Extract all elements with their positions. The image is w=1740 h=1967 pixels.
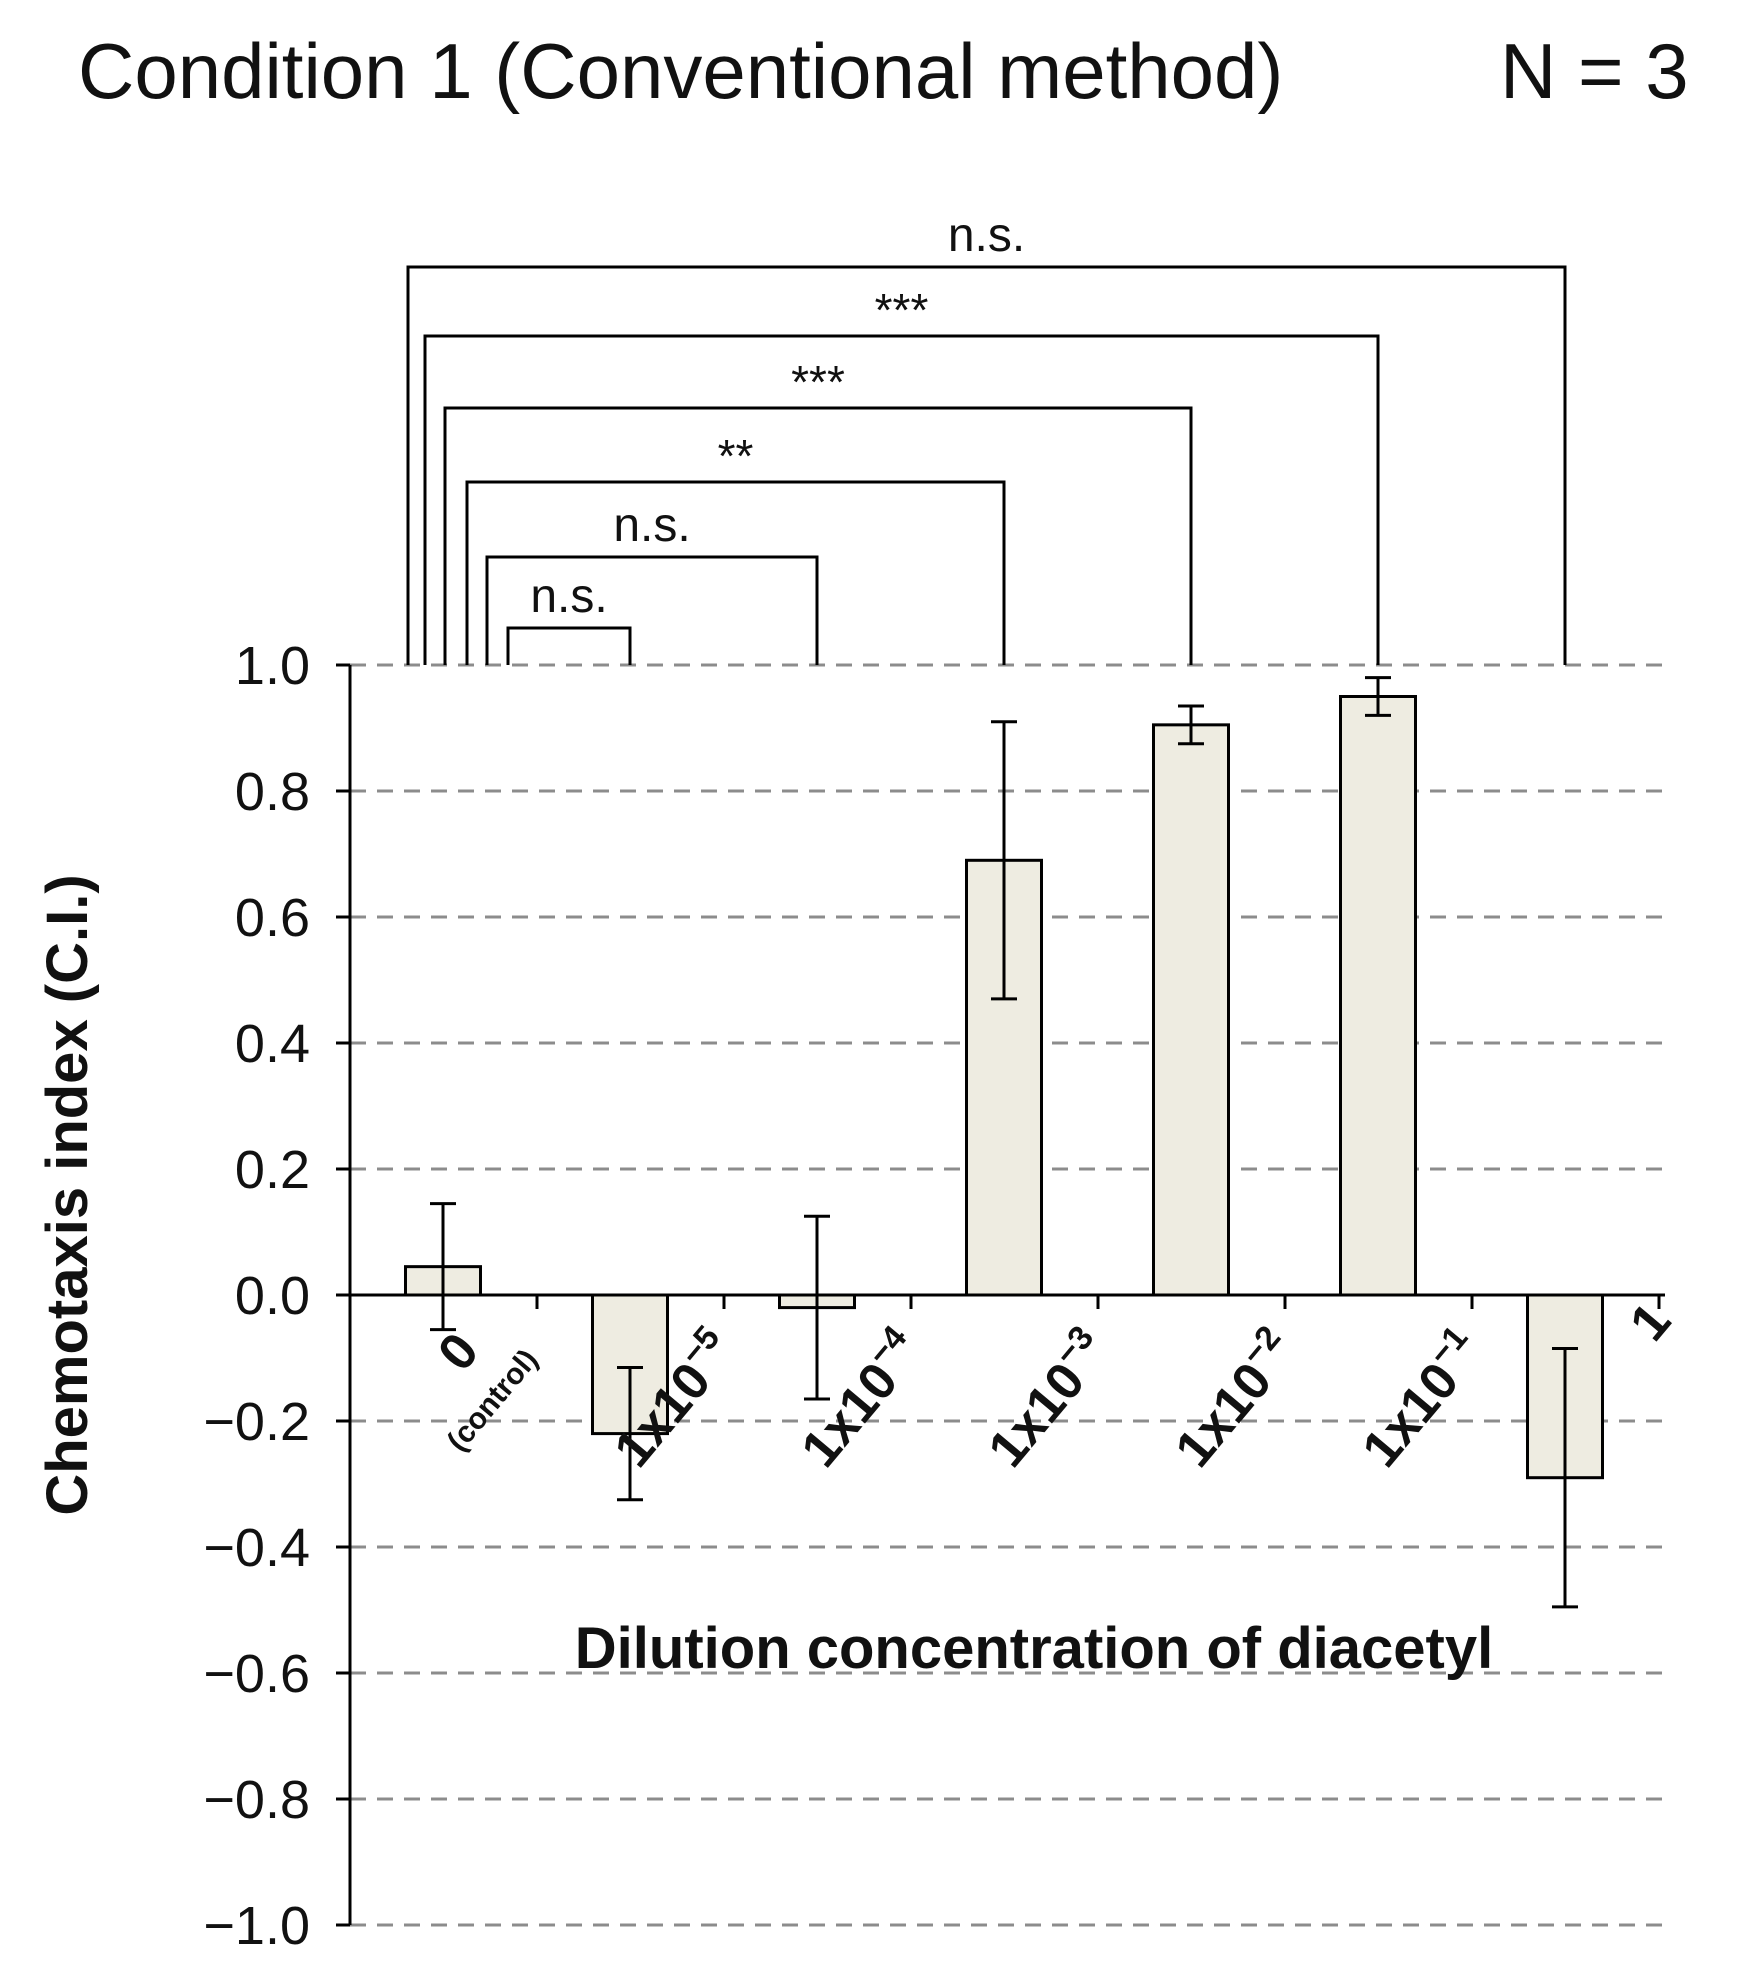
y-tick-label: 0.0	[235, 1266, 310, 1326]
x-category-label: 1	[1619, 1292, 1682, 1351]
y-tick-label: −0.4	[203, 1518, 310, 1578]
y-tick-labels: 1.0 0.8 0.6 0.4 0.2 0.0 −0.2 −0.4 −0.6 −0.8 −1.0	[203, 636, 310, 1956]
significance-label: **	[718, 430, 754, 482]
bar	[1152, 723, 1230, 1297]
significance-label: n.s.	[530, 570, 607, 623]
x-category-label: 0	[427, 1322, 490, 1381]
y-tick-label: −1.0	[203, 1896, 310, 1956]
significance-label: ***	[875, 284, 929, 336]
x-category-label: 1x10−2	[1160, 1319, 1308, 1478]
significance-bracket	[485, 555, 819, 665]
x-category-label: 1x10−1	[1347, 1319, 1495, 1478]
error-bars	[430, 676, 1578, 1609]
significance-label: n.s.	[948, 209, 1025, 262]
y-tick-label: 1.0	[235, 636, 310, 696]
chart-title: Condition 1 (Conventional method)	[78, 27, 1283, 115]
y-tick-label: 0.4	[235, 1014, 310, 1074]
y-tick-label: 0.8	[235, 762, 310, 822]
significance-bracket	[506, 626, 632, 665]
x-category-label: 1x10−3	[973, 1319, 1121, 1478]
significance-label: n.s.	[613, 499, 690, 552]
y-axis-label: Chemotaxis index (C.I.)	[35, 874, 100, 1515]
y-tick-label: −0.2	[203, 1392, 310, 1452]
y-tick-label: 0.2	[235, 1140, 310, 1200]
significance-bracket	[465, 480, 1006, 665]
significance-label: ***	[791, 356, 845, 408]
chart-n-label: N = 3	[1500, 27, 1689, 115]
y-tick-label: −0.6	[203, 1644, 310, 1704]
significance-bracket	[406, 265, 1567, 665]
bar	[1339, 695, 1417, 1297]
axes	[336, 663, 1665, 1927]
significance-bracket	[443, 406, 1193, 665]
y-tick-label: −0.8	[203, 1770, 310, 1830]
y-tick-label: 0.6	[235, 888, 310, 948]
significance-brackets: n.s.n.s.********n.s.	[406, 209, 1567, 665]
x-axis-label: Dilution concentration of diacetyl	[575, 1616, 1493, 1681]
significance-bracket	[423, 334, 1380, 665]
